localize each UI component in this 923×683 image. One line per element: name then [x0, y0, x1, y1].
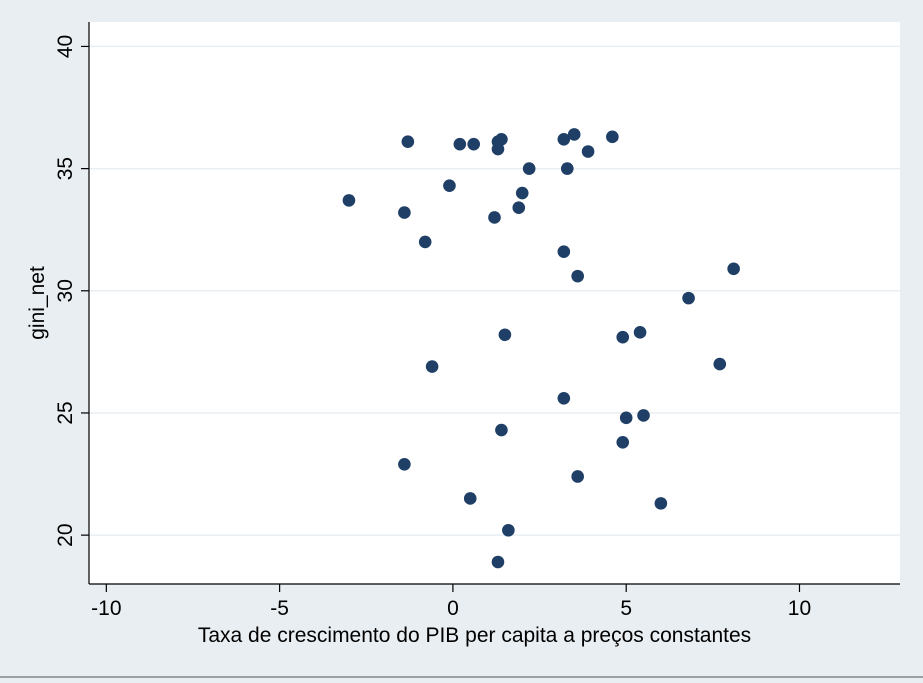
- scatter-point: [522, 162, 536, 175]
- scatter-point: [557, 132, 571, 146]
- scatter-point: [418, 235, 432, 249]
- scatter-point: [342, 194, 356, 207]
- axes: -10 -5 0 5 10 20 25 30 35 40: [54, 22, 900, 620]
- scatter-point: [491, 555, 505, 569]
- scatter-point: [515, 186, 529, 200]
- scatter-point: [453, 137, 467, 151]
- data-points: [342, 128, 740, 569]
- scatter-point: [713, 357, 727, 371]
- scatter-point: [567, 128, 581, 141]
- x-tick-label: -5: [270, 597, 289, 620]
- scatter-point: [637, 409, 650, 422]
- y-tick-label: 30: [54, 279, 77, 302]
- scatter-point: [425, 360, 439, 373]
- scatter-point: [727, 262, 740, 276]
- x-axis-label: Taxa de crescimento do PIB per capita a …: [198, 624, 751, 647]
- bottom-divider: [0, 676, 923, 678]
- scatter-point: [488, 211, 501, 224]
- scatter-point: [398, 206, 411, 219]
- scatter-point: [463, 492, 477, 505]
- x-tick-label: 10: [788, 597, 811, 620]
- x-tick-label: -10: [91, 597, 121, 620]
- y-tick-label: 35: [54, 157, 77, 180]
- x-tick-label: 5: [620, 597, 632, 620]
- scatter-point: [498, 328, 512, 342]
- scatter-point: [654, 497, 668, 510]
- scatter-point: [495, 132, 508, 146]
- y-tick-label: 20: [54, 523, 77, 546]
- y-tick-label: 40: [54, 35, 77, 58]
- scatter-point: [581, 145, 595, 158]
- scatter-point: [495, 423, 508, 437]
- scatter-point: [398, 457, 411, 471]
- scatter-point: [491, 142, 505, 156]
- scatter-point: [557, 391, 571, 405]
- scatter-point: [616, 330, 630, 344]
- scatter-point: [467, 137, 481, 151]
- scatter-point: [502, 523, 515, 537]
- scatter-point: [619, 411, 633, 425]
- scatter-point: [606, 130, 619, 144]
- plot-area: [89, 22, 900, 584]
- scatter-point: [633, 326, 647, 339]
- y-axis-label: gini_net: [26, 266, 49, 340]
- scatter-point: [571, 269, 584, 283]
- scatter-point: [560, 162, 574, 175]
- scatter-point: [512, 201, 526, 215]
- scatter-point: [571, 470, 584, 483]
- y-tick-label: 25: [54, 401, 77, 424]
- x-tick-label: 0: [447, 597, 459, 620]
- scatter-point: [443, 179, 456, 193]
- scatter-point: [401, 135, 415, 149]
- scatter-point: [616, 435, 630, 449]
- grid-lines: [89, 45, 900, 536]
- scatter-point: [557, 245, 571, 258]
- scatter-point: [682, 291, 695, 305]
